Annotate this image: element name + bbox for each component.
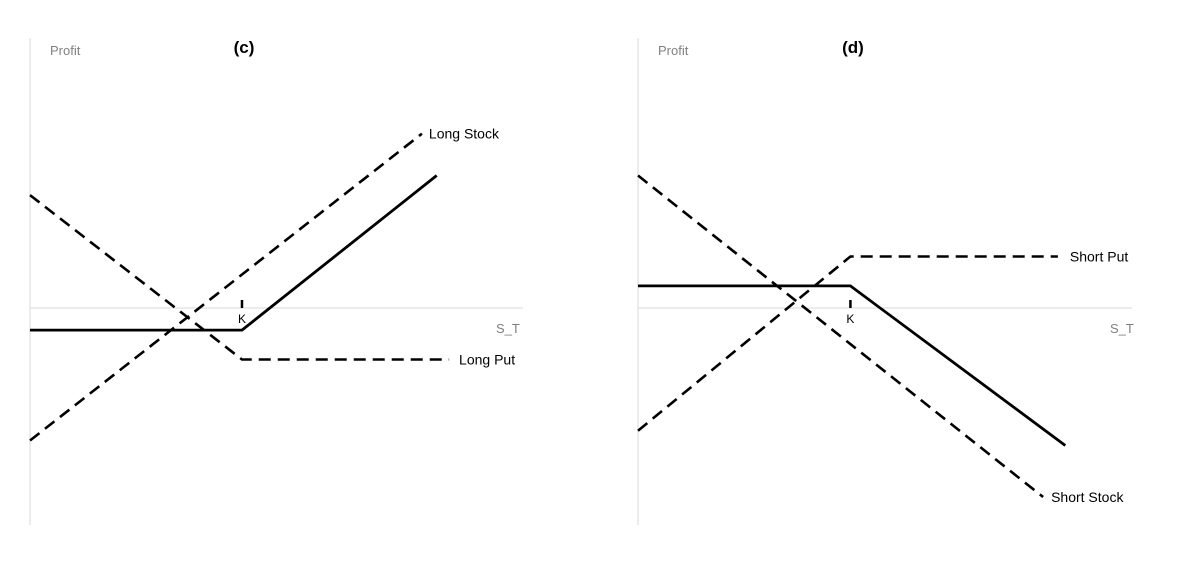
y-axis-label: Profit (658, 43, 689, 58)
y-axis-label: Profit (50, 43, 81, 58)
chart-panel-c: (c) Profit S_T K Long Stock Long Put (29, 38, 523, 525)
series-line-short-stock (637, 174, 1044, 499)
series-line-long-stock (29, 132, 423, 442)
series-label: Short Put (1070, 248, 1128, 264)
series-line-payoff (30, 174, 438, 332)
series-label: Long Stock (429, 126, 500, 142)
series-line-short-put (637, 255, 1058, 432)
series-line-long-put (29, 194, 450, 361)
x-axis-label: S_T (496, 321, 520, 336)
series-label: Short Stock (1051, 489, 1124, 505)
series-line-payoff (638, 284, 1067, 447)
x-axis-label: S_T (1110, 321, 1134, 336)
chart-panel-d: (d) Profit S_T K Short Put Short Stock (637, 38, 1134, 525)
chart-title: (c) (234, 38, 255, 57)
series-label: Long Put (459, 352, 515, 368)
strike-label: K (238, 312, 246, 326)
strike-label: K (846, 312, 854, 326)
chart-title: (d) (842, 38, 864, 57)
